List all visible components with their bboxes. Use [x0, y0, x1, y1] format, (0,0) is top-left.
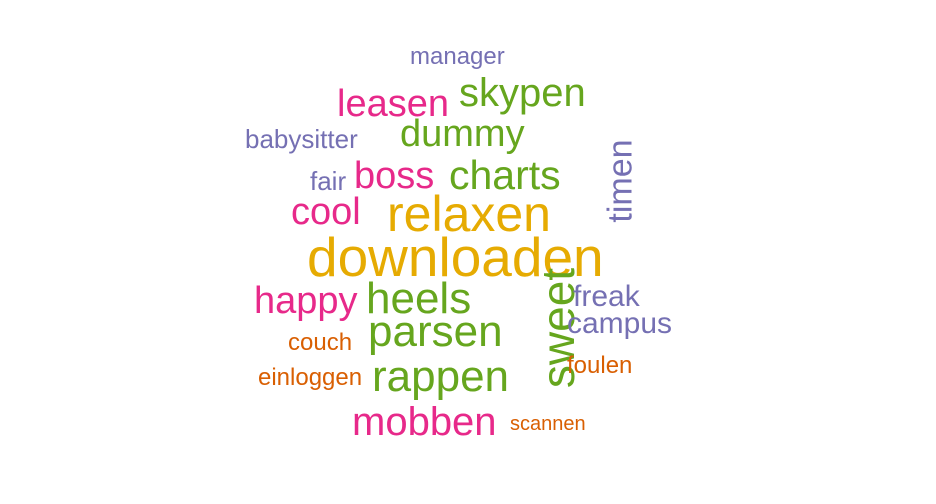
- word-cool: cool: [291, 191, 361, 233]
- word-dummy: dummy: [400, 113, 525, 155]
- word-scannen: scannen: [510, 413, 586, 435]
- word-leasen: leasen: [337, 83, 449, 125]
- word-campus: campus: [567, 307, 673, 340]
- word-downloaden: downloaden: [307, 226, 604, 288]
- word-babysitter: babysitter: [245, 124, 358, 154]
- word-happy: happy: [254, 280, 358, 322]
- word-skypen: skypen: [459, 71, 586, 115]
- word-relaxen: relaxen: [387, 186, 551, 242]
- word-charts: charts: [449, 152, 561, 198]
- word-rappen: rappen: [372, 352, 510, 401]
- word-manager: manager: [410, 43, 505, 70]
- word-couch: couch: [288, 329, 353, 356]
- word-foulen: foulen: [567, 352, 633, 379]
- word-freak: freak: [573, 280, 640, 313]
- word-mobben: mobben: [352, 400, 497, 444]
- word-heels: heels: [366, 274, 472, 323]
- word-einloggen: einloggen: [258, 364, 363, 391]
- word-fair: fair: [310, 166, 347, 196]
- word-timen: timen: [601, 139, 640, 223]
- word-parsen: parsen: [368, 307, 503, 356]
- word-boss: boss: [354, 155, 435, 197]
